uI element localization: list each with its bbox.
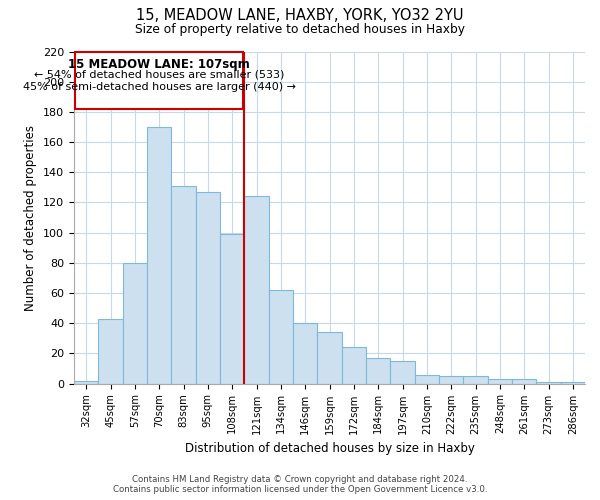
Bar <box>196 192 220 384</box>
Bar <box>512 379 536 384</box>
Bar <box>172 186 196 384</box>
Bar <box>415 374 439 384</box>
Bar <box>269 290 293 384</box>
Bar <box>463 376 488 384</box>
FancyBboxPatch shape <box>75 52 243 109</box>
Bar <box>391 361 415 384</box>
X-axis label: Distribution of detached houses by size in Haxby: Distribution of detached houses by size … <box>185 442 475 455</box>
Text: Contains HM Land Registry data © Crown copyright and database right 2024.
Contai: Contains HM Land Registry data © Crown c… <box>113 474 487 494</box>
Y-axis label: Number of detached properties: Number of detached properties <box>25 124 37 310</box>
Bar <box>439 376 463 384</box>
Bar <box>244 196 269 384</box>
Bar <box>98 318 122 384</box>
Bar <box>220 234 244 384</box>
Text: 15 MEADOW LANE: 107sqm: 15 MEADOW LANE: 107sqm <box>68 58 250 70</box>
Bar <box>74 380 98 384</box>
Bar <box>366 358 391 384</box>
Text: 15, MEADOW LANE, HAXBY, YORK, YO32 2YU: 15, MEADOW LANE, HAXBY, YORK, YO32 2YU <box>136 8 464 22</box>
Bar <box>560 382 585 384</box>
Bar <box>293 323 317 384</box>
Bar <box>122 263 147 384</box>
Bar <box>536 382 560 384</box>
Bar <box>341 348 366 384</box>
Text: 45% of semi-detached houses are larger (440) →: 45% of semi-detached houses are larger (… <box>23 82 296 92</box>
Bar <box>147 127 172 384</box>
Bar <box>317 332 341 384</box>
Text: ← 54% of detached houses are smaller (533): ← 54% of detached houses are smaller (53… <box>34 70 284 80</box>
Bar <box>488 379 512 384</box>
Text: Size of property relative to detached houses in Haxby: Size of property relative to detached ho… <box>135 22 465 36</box>
